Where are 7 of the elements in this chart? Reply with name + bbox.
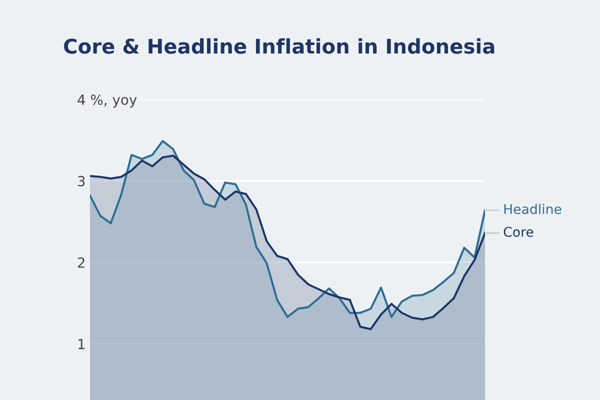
y-tick-label: 4 %, yoy: [78, 94, 137, 108]
y-tick-label: 1: [78, 338, 84, 350]
series-label: Headline: [504, 204, 562, 214]
chart-title: Core & Headline Inflation in Indonesia: [64, 38, 494, 54]
y-tick-label: 3: [78, 176, 85, 186]
series-label: Core: [504, 226, 534, 237]
y-tick-label: 2: [78, 257, 84, 268]
